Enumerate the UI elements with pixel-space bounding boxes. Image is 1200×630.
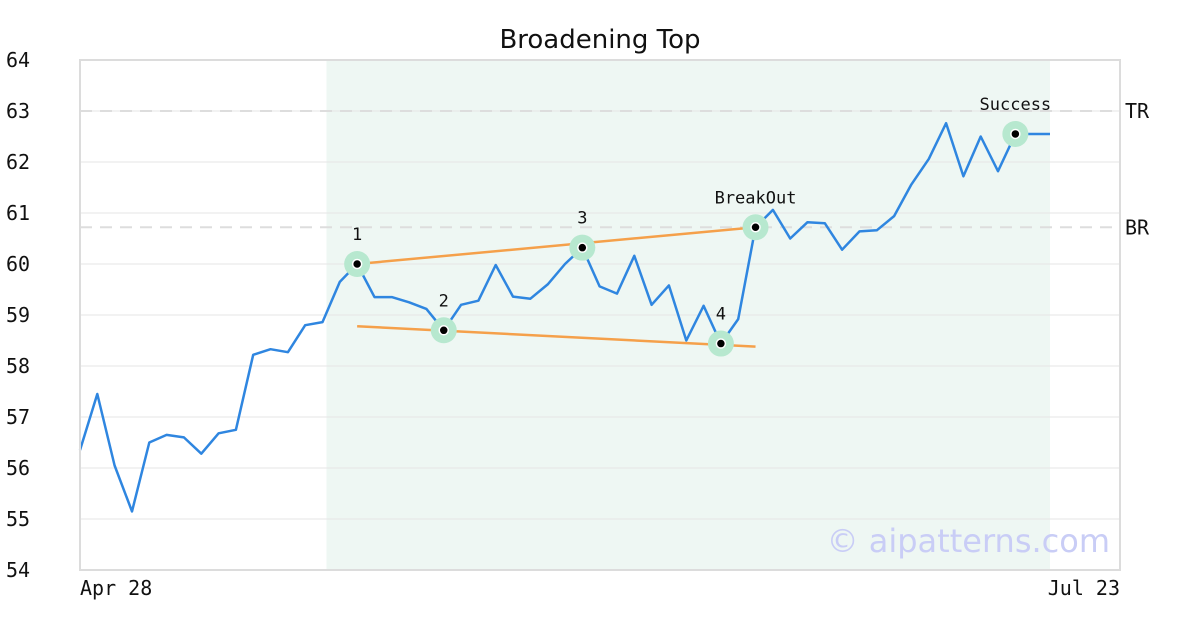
plot-frame xyxy=(79,59,1121,571)
y-tick-label-63: 63 xyxy=(6,99,30,123)
pattern-point-label-3: 3 xyxy=(577,209,587,229)
y-tick-label-58: 58 xyxy=(6,354,30,378)
reference-label-br: BR xyxy=(1125,215,1150,239)
pattern-point-label-breakout: BreakOut xyxy=(715,188,797,208)
reference-lines: TR BR xyxy=(80,99,1150,239)
trend-line-2 xyxy=(357,324,756,348)
pattern-points: 1 2 3 4 BreakOut Success xyxy=(344,95,1051,357)
pattern-point-label-1: 1 xyxy=(352,225,362,245)
pattern-point-3 xyxy=(577,242,588,253)
y-tick-label-55: 55 xyxy=(6,507,30,531)
pattern-point-label-success: Success xyxy=(980,95,1052,115)
y-tick-label-62: 62 xyxy=(6,150,30,174)
y-tick-label-54: 54 xyxy=(6,558,30,582)
y-tick-label-64: 64 xyxy=(6,48,30,72)
chart-title: Broadening Top xyxy=(499,25,700,55)
y-tick-label-56: 56 xyxy=(6,456,30,480)
pattern-point-success xyxy=(1010,128,1021,140)
pattern-point-label-4: 4 xyxy=(716,305,726,325)
trend-lines xyxy=(357,226,756,348)
x-tick-label-end: Jul 23 xyxy=(1048,576,1120,600)
axes-layer: 54 55 56 57 58 59 60 61 62 63 64 Apr 28 Jul 23 xyxy=(6,48,1121,600)
pattern-point-1 xyxy=(351,258,363,270)
pattern-point-breakout xyxy=(750,222,761,233)
x-tick-label-start: Apr 28 xyxy=(80,576,152,600)
y-tick-label-57: 57 xyxy=(6,405,30,429)
pattern-point-4 xyxy=(715,338,727,349)
price-series-line xyxy=(78,121,1050,513)
grid-layer xyxy=(80,110,1120,520)
pattern-point-label-2: 2 xyxy=(439,291,449,311)
trend-line-1 xyxy=(357,226,756,266)
reference-label-tr: TR xyxy=(1125,99,1150,123)
pattern-point-2 xyxy=(438,325,449,336)
y-tick-label-59: 59 xyxy=(6,303,30,327)
series-layer xyxy=(78,121,1050,513)
y-tick-label-60: 60 xyxy=(6,252,30,276)
y-tick-label-61: 61 xyxy=(6,201,30,225)
watermark: © aipatterns.com xyxy=(827,522,1110,560)
